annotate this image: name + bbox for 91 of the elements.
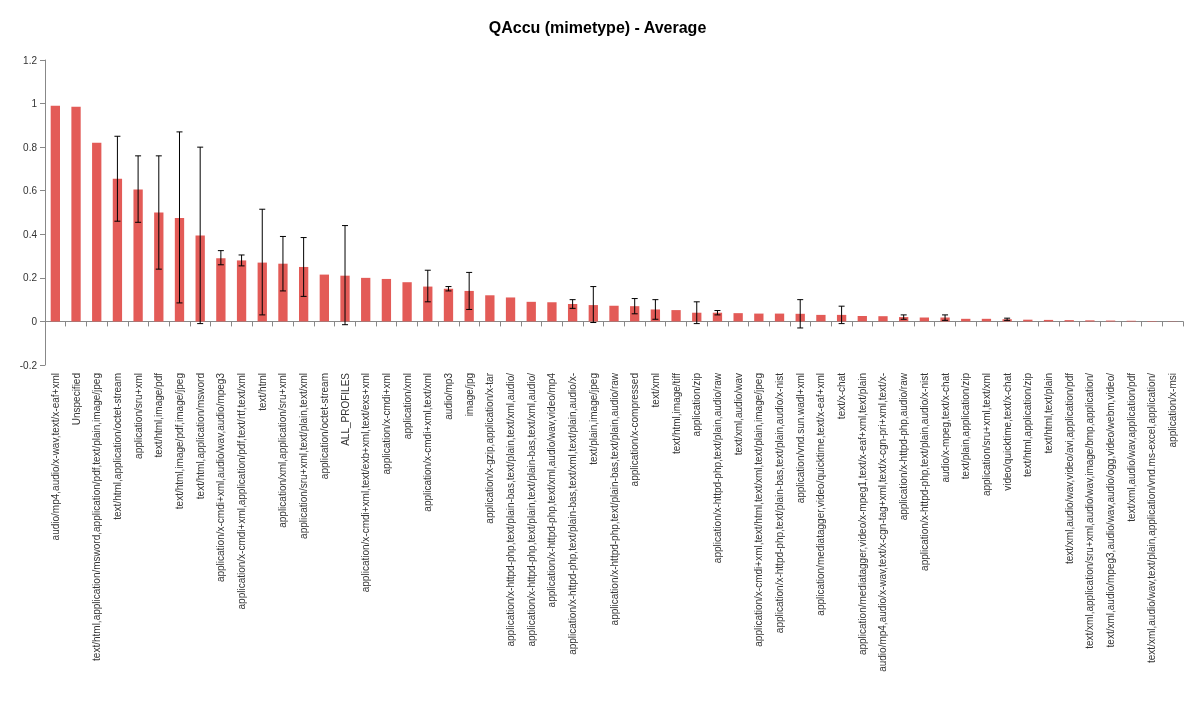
x-tick-label: application/x-httpd-php,audio/raw: [898, 372, 910, 521]
x-tick-label: application/sru+xml: [132, 373, 144, 459]
y-tick-label: 1: [31, 98, 38, 110]
x-tick-label: image/jpg: [463, 373, 475, 417]
bar: [381, 278, 392, 322]
bar: [236, 260, 247, 322]
bar: [319, 274, 329, 322]
x-tick-label: text/html,text/plain: [1043, 373, 1055, 454]
x-tick-label: text/xml,audio/wav,text/plain,application/vnd.ms-excel,application/: [1146, 372, 1158, 663]
bar: [133, 189, 143, 322]
bar: [526, 301, 536, 322]
x-tick-label: application/x-cmdi+xml,application/pdf,text/rtf,text/xml: [236, 373, 248, 610]
x-tick-label: text/html,image/tiff: [670, 372, 682, 454]
y-tick-label: 0: [31, 315, 38, 327]
x-tick-label: text/html,application/octet-stream: [111, 373, 123, 520]
x-tick-label: application/x-httpd-php,text/plain,audio/x-nist: [918, 372, 930, 571]
x-tick-label: application/mediatagger,video/x-mpeg1,text/x-eaf+xml,text/plain: [856, 373, 868, 656]
y-tick-label: 0.2: [23, 272, 38, 284]
bar: [505, 297, 516, 322]
x-tick-label: text/html: [256, 373, 268, 411]
x-tick-label: text/html,image/pdf,image/jpeg: [173, 373, 185, 510]
x-tick-label: application/x-compressed: [629, 373, 641, 487]
bar: [216, 258, 226, 322]
x-tick-label: Unspecified: [70, 373, 82, 426]
bar: [112, 178, 123, 322]
bar: [878, 316, 888, 322]
x-tick-label: text/plain,image/jpeg: [587, 373, 599, 465]
bar: [464, 290, 474, 322]
x-tick-label: text/x-chat: [836, 372, 848, 420]
x-tick-label: text/xml,application/sru+xml,audio/wav,image/bmp,application/: [1084, 372, 1096, 649]
x-tick-label: application/x-httpd-php,text/plain,text/plain-bas,text/xml,audio/: [525, 372, 537, 647]
x-tick-label: application/x-msi: [1167, 373, 1179, 448]
bar: [402, 282, 412, 322]
bar: [423, 286, 433, 322]
x-tick-label: text/xml,audio/mpeg3,audio/wav,audio/ogg,video/webm,video/: [1105, 372, 1117, 648]
x-tick-label: text/xml: [649, 373, 661, 408]
x-tick-label: text/xml,audio/wav,application/pdf: [1125, 372, 1137, 522]
x-tick-label: ALL_PROFILES: [339, 372, 351, 446]
x-tick-label: audio/mp3: [442, 372, 454, 420]
x-tick-label: audio/x-mpeg,text/x-chat: [939, 372, 951, 483]
x-tick-label: text/html,application/msword: [194, 373, 206, 500]
bar: [361, 277, 371, 322]
bar: [485, 295, 495, 322]
x-tick-label: text/html,application/zip: [1022, 372, 1034, 477]
bar: [609, 305, 619, 322]
x-tick-label: application/x-httpd-php,text/plain-bas,text/xml,text/plain,audio/x-: [567, 373, 579, 655]
bar: [50, 105, 60, 322]
x-tick-label: audio/mp4,audio/x-wav,text/x-eaf+xml: [49, 373, 61, 541]
x-tick-label: application/x-httpd-php,text/plain-bas,text/plain,audio/raw: [608, 372, 620, 626]
bar: [547, 302, 557, 322]
x-tick-label: video/quicktime,text/x-chat: [1001, 372, 1013, 491]
bar: [298, 266, 309, 322]
x-tick-label: application/sru+xml,text/xml: [980, 373, 992, 497]
x-tick-label: application/mediatagger,video/quicktime,text/x-eaf+xml: [815, 373, 827, 616]
bar: [154, 212, 164, 322]
bar: [816, 314, 826, 322]
x-tick-label: application/x-cmdi+xml: [380, 373, 392, 475]
x-tick-label: text/xml,audio/wav: [732, 373, 744, 456]
x-tick-label: application/xml: [401, 373, 413, 440]
bar: [630, 306, 640, 322]
bar: [443, 288, 454, 322]
x-tick-label: application/x-cmdi+xml,audio/wav,audio/mpeg3: [215, 372, 227, 583]
bar: [671, 310, 681, 322]
x-tick-label: application/x-httpd-php,text/plain-bas,text/plain,text/xml,audio/: [505, 372, 517, 647]
x-tick-label: text/html,application/msword,application/pdf,text/plain,image/jpeg: [91, 373, 103, 661]
x-tick-label: audio/mp4,audio/x-wav,text/x-cgn-tag+xml,text/x-cgn-pri+xml,text/x-: [877, 373, 889, 672]
x-tick-label: application/octet-stream: [318, 373, 330, 480]
bar: [71, 106, 81, 322]
x-tick-label: application/x-cmdi+xml,text/html,text/xml,text/plain,image/jpeg: [753, 373, 765, 647]
y-tick-label: -0.2: [19, 359, 38, 371]
x-tick-label: application/xml,application/sru+xml: [277, 373, 289, 528]
bar: [567, 304, 578, 322]
y-tick-label: 0.4: [23, 228, 38, 240]
x-tick-label: text/xml,audio/wav,video/avi,application/pdf: [1063, 372, 1075, 565]
y-tick-label: 1.2: [23, 54, 38, 66]
bar: [92, 142, 102, 322]
bar: [733, 313, 743, 322]
x-tick-label: application/x-gzip,application/x-tar: [484, 372, 496, 524]
y-tick-label: 0.6: [23, 185, 38, 197]
x-tick-label: application/vnd.sun.wadl+xml: [794, 373, 806, 504]
y-tick-label: 0.8: [23, 141, 38, 153]
x-tick-label: application/sru+xml,text/plain,text/xml: [298, 373, 310, 539]
x-tick-label: text/html,image/pdf: [153, 372, 165, 458]
x-tick-label: application/x-httpd-php,text/plain,audio/raw: [711, 372, 723, 564]
x-tick-label: application/x-httpd-php,text/xml,audio/wav,video/mp4: [546, 372, 558, 608]
x-tick-label: text/plain,application/zip: [960, 372, 972, 480]
chart-title: QAccu (mimetype) - Average: [488, 18, 707, 36]
x-tick-label: application/x-cmdi+xml,text/xml: [422, 373, 434, 512]
x-tick-label: application/zip: [691, 372, 703, 437]
x-tick-label: application/x-httpd-php,text/plain-bas,text/plain,audio/x-nist: [774, 372, 786, 634]
x-tick-label: application/x-cmdi+xml,text/exb+xml,text/exs+xml: [360, 373, 372, 593]
